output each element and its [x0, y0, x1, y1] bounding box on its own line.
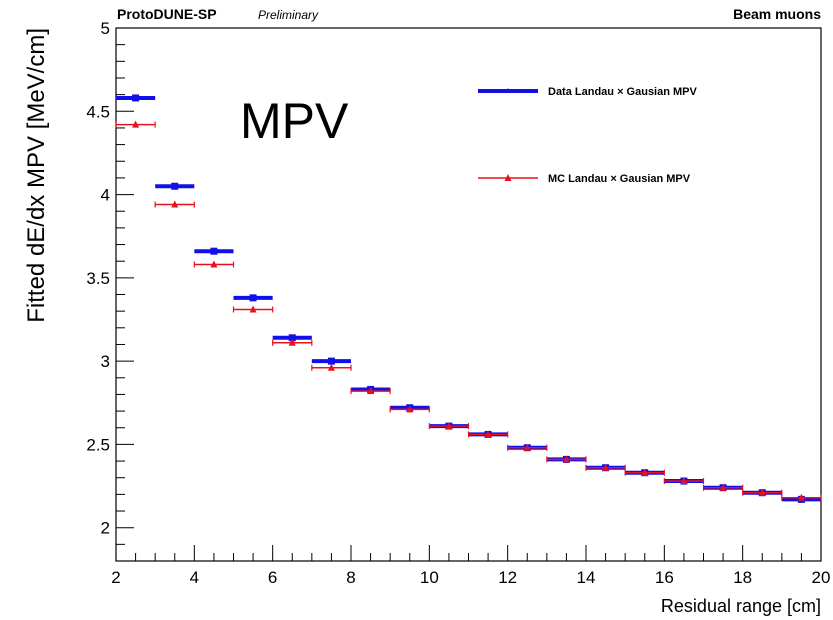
- x-tick-label: 18: [733, 568, 752, 587]
- mc-point: [484, 430, 492, 438]
- x-tick-label: 14: [577, 568, 596, 587]
- legend-mc-marker: [504, 174, 512, 181]
- mc-point: [562, 455, 570, 463]
- y-tick-label: 5: [101, 19, 110, 38]
- mc-point: [249, 305, 257, 313]
- y-tick-label: 3: [101, 352, 110, 371]
- data-point: [288, 334, 296, 342]
- x-tick-label: 10: [420, 568, 439, 587]
- mc-point: [210, 260, 218, 268]
- x-tick-label: 4: [190, 568, 199, 587]
- header-dataset: Beam muons: [733, 6, 821, 22]
- mc-point: [327, 363, 335, 371]
- x-tick-label: 6: [268, 568, 277, 587]
- data-point: [132, 94, 140, 102]
- mc-point: [758, 488, 766, 496]
- x-tick-label: 16: [655, 568, 674, 587]
- x-tick-label: 2: [111, 568, 120, 587]
- legend-mc-label: MC Landau × Gausian MPV: [548, 173, 691, 185]
- mc-point: [288, 338, 296, 346]
- mc-point: [171, 200, 179, 208]
- y-tick-label: 4: [101, 186, 110, 205]
- data-point: [171, 182, 179, 190]
- mc-point: [602, 463, 610, 471]
- y-tick-label: 3.5: [86, 269, 110, 288]
- mc-point: [445, 422, 453, 430]
- data-point: [249, 294, 257, 302]
- y-tick-label: 4.5: [86, 102, 110, 121]
- header-experiment: ProtoDUNE-SP: [117, 6, 217, 22]
- y-tick-label: 2.5: [86, 435, 110, 454]
- y-tick-label: 2: [101, 519, 110, 538]
- data-point: [210, 247, 218, 255]
- mpv-annotation: MPV: [240, 93, 349, 149]
- legend-data-marker: [505, 88, 511, 93]
- x-axis-label: Residual range [cm]: [661, 596, 821, 616]
- x-tick-label: 12: [498, 568, 517, 587]
- mc-point: [797, 493, 805, 501]
- axis-ticks: 2 4 6 8 10 12 14 16 18 20 2 2.5 3 3.5 4 4.5 5: [86, 19, 830, 587]
- mc-point: [680, 477, 688, 485]
- x-tick-label: 8: [346, 568, 355, 587]
- header-preliminary: Preliminary: [258, 8, 319, 22]
- mc-point: [406, 405, 414, 413]
- plot-frame: [115, 27, 822, 562]
- y-axis-label: Fitted dE/dx MPV [MeV/cm]: [23, 28, 50, 323]
- legend: Data Landau × Gausian MPV MC Landau × Ga…: [478, 86, 698, 185]
- data-marks: [115, 94, 822, 503]
- mc-point: [641, 468, 649, 476]
- mc-point: [132, 120, 140, 128]
- mc-point: [523, 443, 531, 451]
- x-tick-label: 20: [812, 568, 831, 587]
- mc-point: [719, 483, 727, 491]
- mc-point: [367, 387, 375, 395]
- data-point: [327, 357, 335, 365]
- legend-data-label: Data Landau × Gausian MPV: [548, 86, 698, 98]
